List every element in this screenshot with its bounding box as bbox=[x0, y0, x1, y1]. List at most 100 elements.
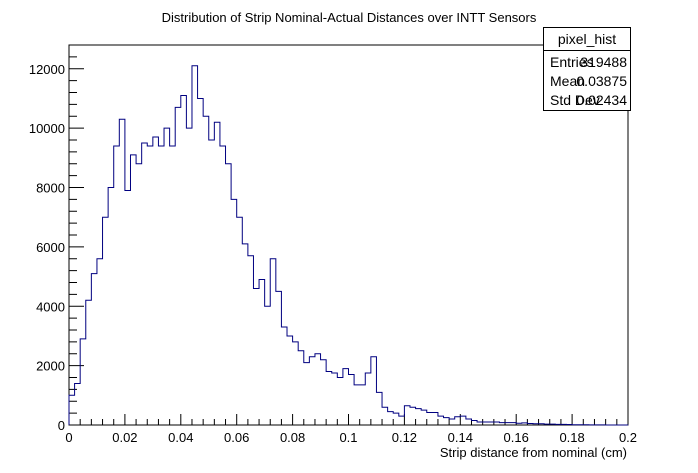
histogram-bin bbox=[533, 424, 539, 425]
histogram-bin bbox=[136, 164, 142, 425]
histogram-series-line bbox=[68, 65, 629, 426]
histogram-bin bbox=[242, 244, 248, 425]
chart-title: Distribution of Strip Nominal-Actual Dis… bbox=[162, 10, 537, 25]
stats-label-mean: Mean bbox=[550, 73, 586, 89]
histogram-bin bbox=[438, 416, 444, 425]
histogram-bin bbox=[186, 128, 192, 425]
histogram-bin bbox=[399, 416, 405, 425]
x-tick-label: 0.04 bbox=[168, 430, 193, 445]
x-tick-label: 0.12 bbox=[392, 430, 417, 445]
stats-label-entries: Entries bbox=[550, 54, 594, 70]
y-tick-label: 0 bbox=[58, 418, 65, 433]
histogram-bin bbox=[287, 336, 293, 425]
histogram-bin bbox=[460, 416, 466, 425]
x-tick-label: 0.18 bbox=[559, 430, 584, 445]
x-tick-label: 0.16 bbox=[504, 430, 529, 445]
stats-value-stddev: 0.02434 bbox=[576, 92, 627, 108]
histogram-bin bbox=[471, 421, 477, 425]
histogram-bin bbox=[360, 385, 366, 425]
histogram-bin bbox=[158, 146, 164, 425]
y-tick-label: 12000 bbox=[29, 62, 65, 77]
histogram-bin bbox=[231, 199, 237, 425]
histogram-bin bbox=[253, 288, 259, 425]
histogram-bin bbox=[198, 98, 204, 425]
histogram-bin bbox=[304, 363, 310, 425]
histogram-bin bbox=[466, 419, 472, 425]
histogram-bin bbox=[293, 342, 299, 425]
x-tick-label: 0.1 bbox=[339, 430, 357, 445]
histogram-bin bbox=[181, 95, 187, 425]
y-axis: 0 2000 4000 6000 8000 10000 12000 bbox=[29, 44, 84, 433]
histogram-bin bbox=[281, 327, 287, 425]
histogram-bin bbox=[421, 410, 427, 425]
histogram-bins bbox=[69, 66, 628, 425]
histogram-bin bbox=[315, 354, 321, 425]
histogram-bin bbox=[69, 395, 75, 425]
histogram-bin bbox=[455, 417, 461, 425]
histogram-bin bbox=[343, 369, 349, 425]
histogram-bin bbox=[349, 375, 355, 425]
histogram-bin bbox=[410, 407, 416, 425]
histogram-bin bbox=[494, 422, 500, 425]
histogram-bin bbox=[477, 422, 483, 425]
histogram-bin bbox=[561, 424, 567, 425]
histogram-bin bbox=[147, 146, 153, 425]
x-tick-label: 0.02 bbox=[112, 430, 137, 445]
histogram-bin bbox=[365, 373, 371, 425]
histogram-bin bbox=[337, 378, 343, 426]
histogram-bin bbox=[170, 146, 176, 425]
histogram-bin bbox=[499, 423, 505, 425]
histogram-bin bbox=[175, 107, 181, 425]
histogram-bin bbox=[544, 424, 550, 425]
histogram-bin bbox=[130, 155, 136, 425]
histogram-bin bbox=[97, 259, 103, 425]
histogram-bin bbox=[550, 424, 556, 425]
histogram-bin bbox=[75, 383, 81, 425]
histogram-bin bbox=[114, 146, 120, 425]
stats-label-stddev: Std Dev bbox=[550, 92, 600, 108]
histogram-bin bbox=[153, 137, 159, 425]
histogram-bin bbox=[326, 372, 332, 425]
histogram-bin bbox=[265, 306, 271, 425]
histogram-bin bbox=[248, 256, 254, 425]
y-tick-label: 10000 bbox=[29, 121, 65, 136]
y-tick-label: 6000 bbox=[36, 240, 65, 255]
stats-row-stddev: Std Dev 0.02434 bbox=[550, 90, 627, 110]
histogram-bin bbox=[444, 418, 450, 425]
histogram-bin bbox=[354, 385, 360, 425]
histogram-bin bbox=[142, 143, 148, 425]
histogram-bin bbox=[103, 217, 109, 425]
histogram-bin bbox=[270, 259, 276, 425]
histogram-bin bbox=[214, 122, 220, 425]
histogram-bin bbox=[371, 357, 377, 425]
histogram-bin bbox=[432, 413, 438, 425]
histogram-bin bbox=[298, 351, 304, 425]
histogram-bin bbox=[516, 423, 522, 425]
histogram-bin bbox=[209, 140, 215, 425]
x-tick-label: 0.08 bbox=[280, 430, 305, 445]
histogram-bin bbox=[527, 424, 533, 425]
x-axis-label: Strip distance from nominal (cm) bbox=[440, 445, 627, 460]
y-tick-label: 4000 bbox=[36, 299, 65, 314]
x-axis: 0 0.02 0.04 0.06 0.08 0.1 0.12 0.14 0.16 0.18 0.2 bbox=[65, 414, 637, 445]
histogram-bin bbox=[332, 373, 338, 425]
histogram-bin bbox=[86, 300, 92, 425]
y-tick-label: 8000 bbox=[36, 181, 65, 196]
histogram-bin bbox=[388, 412, 394, 425]
histogram-bin bbox=[522, 423, 528, 425]
histogram-bin bbox=[404, 406, 410, 425]
stats-value-entries: 319488 bbox=[580, 54, 627, 70]
histogram-bin bbox=[237, 217, 243, 425]
stats-row-mean: Mean 0.03875 bbox=[550, 71, 627, 91]
histogram-bin bbox=[539, 424, 545, 425]
histogram-bin bbox=[309, 357, 315, 425]
histogram-bin bbox=[321, 360, 327, 425]
histogram-bin bbox=[382, 407, 388, 425]
histogram-bin bbox=[376, 392, 382, 425]
x-tick-label: 0 bbox=[65, 430, 72, 445]
histogram-bin bbox=[276, 291, 282, 425]
histogram-bin bbox=[203, 116, 209, 425]
histogram-bin bbox=[259, 280, 265, 425]
histogram-bin bbox=[164, 128, 170, 425]
